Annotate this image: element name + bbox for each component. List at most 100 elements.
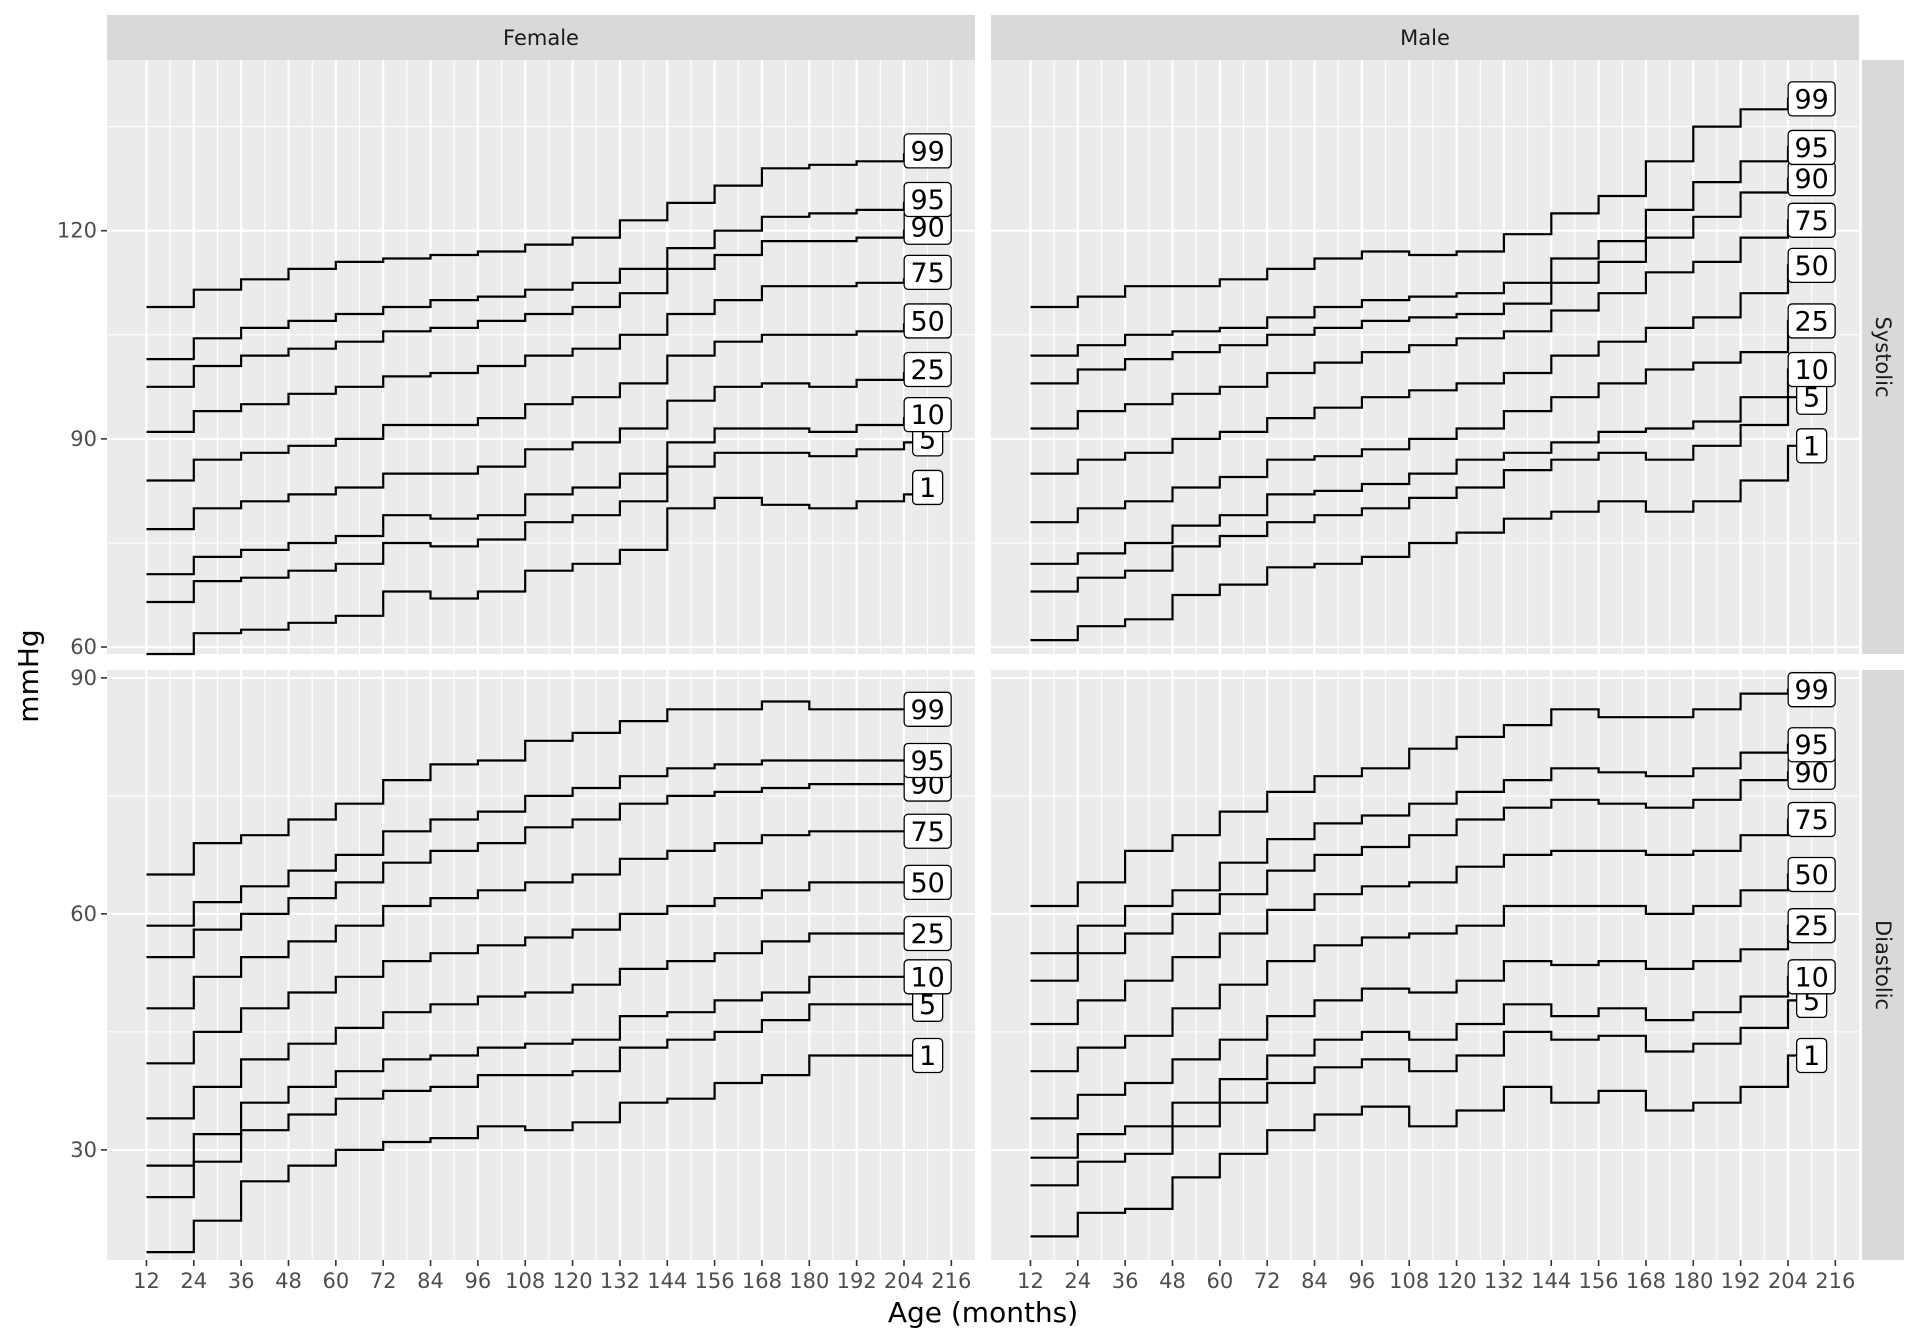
x-tick-label: 204 [1768,1269,1808,1293]
percentile-label-50: 50 [903,303,952,339]
percentile-label-box [1787,81,1836,117]
line-series-p90 [146,783,928,959]
line-series-p50 [146,881,928,1065]
percentile-label-75: 75 [903,254,952,290]
percentile-label-text: 10 [1794,962,1828,993]
percentile-label-text: 95 [910,185,944,216]
percentile-label-text: 50 [1794,251,1828,282]
percentile-label-text: 99 [910,136,944,167]
percentile-label-box [1787,801,1836,838]
percentile-label-1: 1 [912,1037,944,1074]
percentile-label-box [903,303,952,339]
x-tick-label: 204 [884,1269,924,1293]
strip-label-female: Female [503,26,579,50]
percentile-label-box [1787,908,1836,944]
percentile-label-10: 10 [1787,351,1836,388]
line-series-p95 [146,759,928,927]
x-tick-label: 12 [1017,1269,1044,1293]
line-series-p99 [1030,688,1812,908]
percentile-label-75: 75 [1787,202,1836,238]
percentile-label-95: 95 [903,742,952,779]
x-tick-label: 36 [1112,1269,1139,1293]
x-tick-label: 132 [1484,1269,1524,1293]
percentile-label-95: 95 [1787,129,1836,166]
percentile-label-box [903,864,952,901]
x-tick-label: 60 [1206,1269,1233,1293]
y-tick-label: 30 [70,1138,97,1162]
line-series-p10 [146,975,928,1167]
percentile-label-text: 50 [910,306,944,337]
x-tick-label: 120 [1437,1269,1477,1293]
x-tick-label: 24 [180,1269,207,1293]
percentile-label-1: 1 [1796,1037,1828,1074]
percentile-label-text: 25 [910,355,944,386]
percentile-label-box [903,254,952,290]
x-tick-label: 120 [553,1269,593,1293]
x-tick-label: 216 [931,1269,971,1293]
line-series-p5 [1030,396,1812,593]
x-tick-label: 48 [275,1269,302,1293]
line-series-p5 [146,1003,928,1199]
percentile-label-text: 10 [910,400,944,431]
y-tick-label: 90 [70,427,97,451]
percentile-label-box [1787,303,1836,339]
strip-diastolic [1862,670,1904,1260]
percentile-label-50: 50 [903,864,952,901]
line-series-p10 [146,414,929,576]
line-series-p99 [146,700,928,876]
y-tick-label: 60 [70,635,97,659]
x-tick-label: 72 [1254,1269,1281,1293]
line-series-p90 [1030,771,1812,982]
line-series-p99 [146,150,929,309]
percentile-label-25: 25 [903,351,952,388]
x-tick-label: 84 [417,1269,444,1293]
percentile-label-text: 90 [910,213,944,244]
percentile-label-25: 25 [1787,908,1836,944]
percentile-label-5: 5 [1796,379,1828,415]
percentile-label-box [1787,672,1836,708]
percentile-label-box [1787,351,1836,388]
percentile-label-box [912,469,944,506]
line-series-p90 [1030,177,1812,385]
line-series-p75 [1030,818,1812,1026]
line-series-p5 [146,438,929,604]
line-series-p1 [1030,444,1812,642]
percentile-label-box [903,959,952,995]
strip-male [991,15,1859,60]
percentile-label-box [903,181,952,218]
x-tick-label: 168 [1626,1269,1666,1293]
panels-layer: Female MaleSystolicDiastolic1510255075909… [57,15,1904,1293]
strip-female [107,15,975,60]
x-tick-label: 36 [228,1269,255,1293]
percentile-label-90: 90 [1787,161,1836,197]
x-tick-label: 132 [600,1269,640,1293]
line-series-p10 [1030,368,1812,565]
strip-label-systolic: Systolic [1871,317,1895,398]
percentile-label-99: 99 [1787,81,1836,117]
percentile-label-text: 95 [1794,133,1828,164]
panel-background [107,670,975,1260]
line-series-p75 [146,830,928,1010]
percentile-label-25: 25 [1787,303,1836,339]
percentile-label-99: 99 [1787,672,1836,708]
percentile-label-text: 10 [1794,355,1828,386]
percentile-label-1: 1 [912,469,944,506]
x-tick-label: 180 [1673,1269,1713,1293]
percentile-label-box [1787,247,1836,284]
percentile-label-box [1787,727,1836,763]
percentile-label-text: 75 [1794,805,1828,836]
percentile-label-text: 5 [1803,383,1820,414]
percentile-label-text: 99 [1794,675,1828,706]
percentile-label-text: 25 [910,919,944,950]
percentile-label-text: 1 [919,473,936,504]
x-tick-label: 96 [465,1269,492,1293]
x-tick-label: 72 [370,1269,397,1293]
x-tick-label: 24 [1064,1269,1091,1293]
percentile-label-text: 1 [1803,1041,1820,1072]
percentile-label-text: 25 [1794,306,1828,337]
x-tick-label: 156 [1579,1269,1619,1293]
percentile-label-95: 95 [1787,727,1836,763]
percentile-label-50: 50 [1787,247,1836,284]
